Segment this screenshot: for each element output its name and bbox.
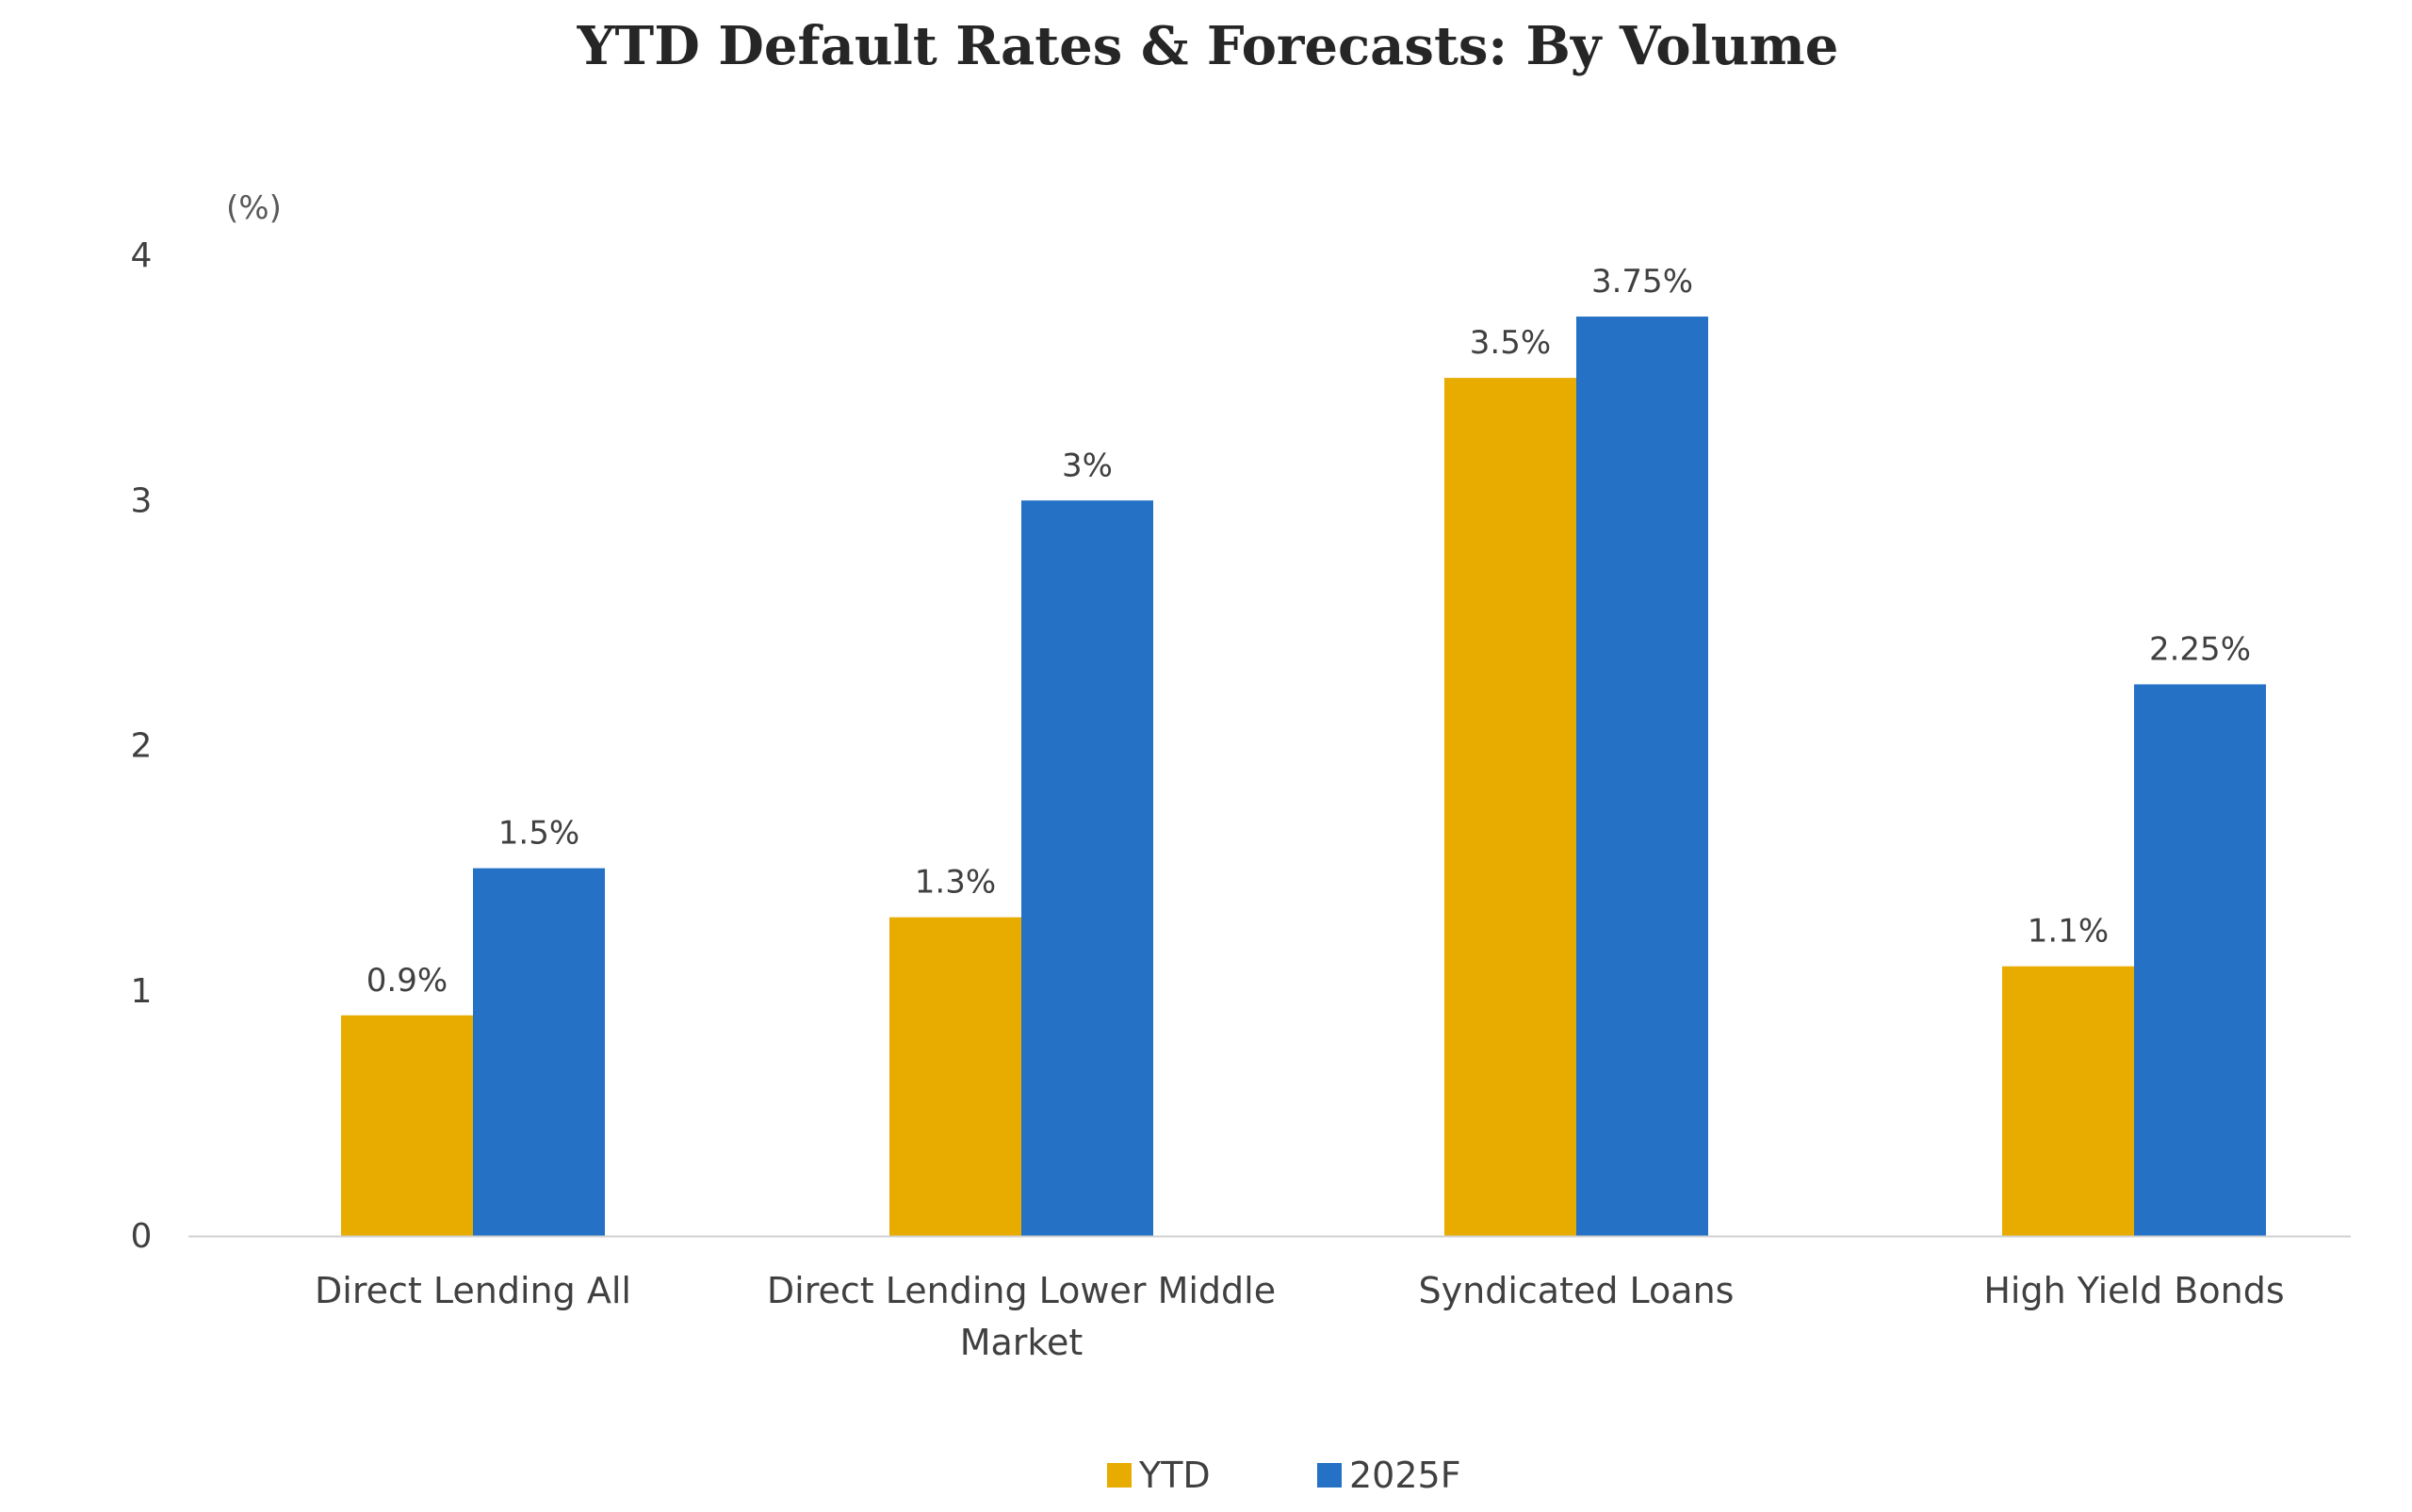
data-label: 2.25% <box>2149 630 2251 668</box>
chart-title: YTD Default Rates & Forecasts: By Volume <box>577 15 1839 77</box>
data-label: 1.1% <box>2028 913 2109 951</box>
bar-2025f-1 <box>1021 500 1153 1236</box>
y-tick-label: 3 <box>131 481 153 520</box>
bar-ytd-2 <box>1444 378 1576 1236</box>
legend-label: YTD <box>1138 1455 1211 1496</box>
bar-2025f-3 <box>2134 684 2266 1236</box>
legend-label: 2025F <box>1349 1455 1461 1496</box>
y-tick-label: 2 <box>131 727 153 766</box>
data-label: 0.9% <box>367 962 448 1000</box>
x-category-label: Direct Lending Lower Middle Market <box>767 1270 1276 1363</box>
x-category-label: Syndicated Loans <box>1419 1270 1735 1311</box>
y-tick-label: 1 <box>131 972 153 1011</box>
x-category-label-line: Market <box>960 1322 1084 1363</box>
data-label: 3% <box>1062 447 1113 484</box>
legend-swatch-ytd <box>1107 1463 1132 1488</box>
legend: YTD 2025F <box>1107 1455 1461 1496</box>
y-tick-label: 4 <box>131 236 153 275</box>
y-tick-label: 0 <box>131 1217 153 1256</box>
data-label: 1.3% <box>915 864 996 902</box>
bar-2025f-2 <box>1576 317 1708 1236</box>
data-label: 3.5% <box>1470 324 1551 362</box>
x-category-label-line: Direct Lending All <box>315 1270 631 1311</box>
x-category-label-line: Syndicated Loans <box>1419 1270 1735 1311</box>
data-label: 3.75% <box>1591 263 1693 301</box>
bar-ytd-3 <box>2002 966 2134 1236</box>
x-category-label: Direct Lending All <box>315 1270 631 1311</box>
x-category-label: High Yield Bonds <box>1983 1270 2284 1311</box>
plot-area: 0 1 2 3 4 0.9% 1.3% 3.5% 1.1% 1.5% 3% 3.75% 2.25% Dir… <box>131 236 2351 1363</box>
x-category-label-line: High Yield Bonds <box>1983 1270 2284 1311</box>
bar-2025f-0 <box>473 868 605 1236</box>
legend-swatch-2025f <box>1317 1463 1342 1488</box>
bar-ytd-0 <box>341 1015 473 1236</box>
bar-ytd-1 <box>889 917 1021 1236</box>
data-label: 1.5% <box>498 815 579 853</box>
y-axis-unit-label: (%) <box>226 189 282 227</box>
x-category-label-line: Direct Lending Lower Middle <box>767 1270 1276 1311</box>
